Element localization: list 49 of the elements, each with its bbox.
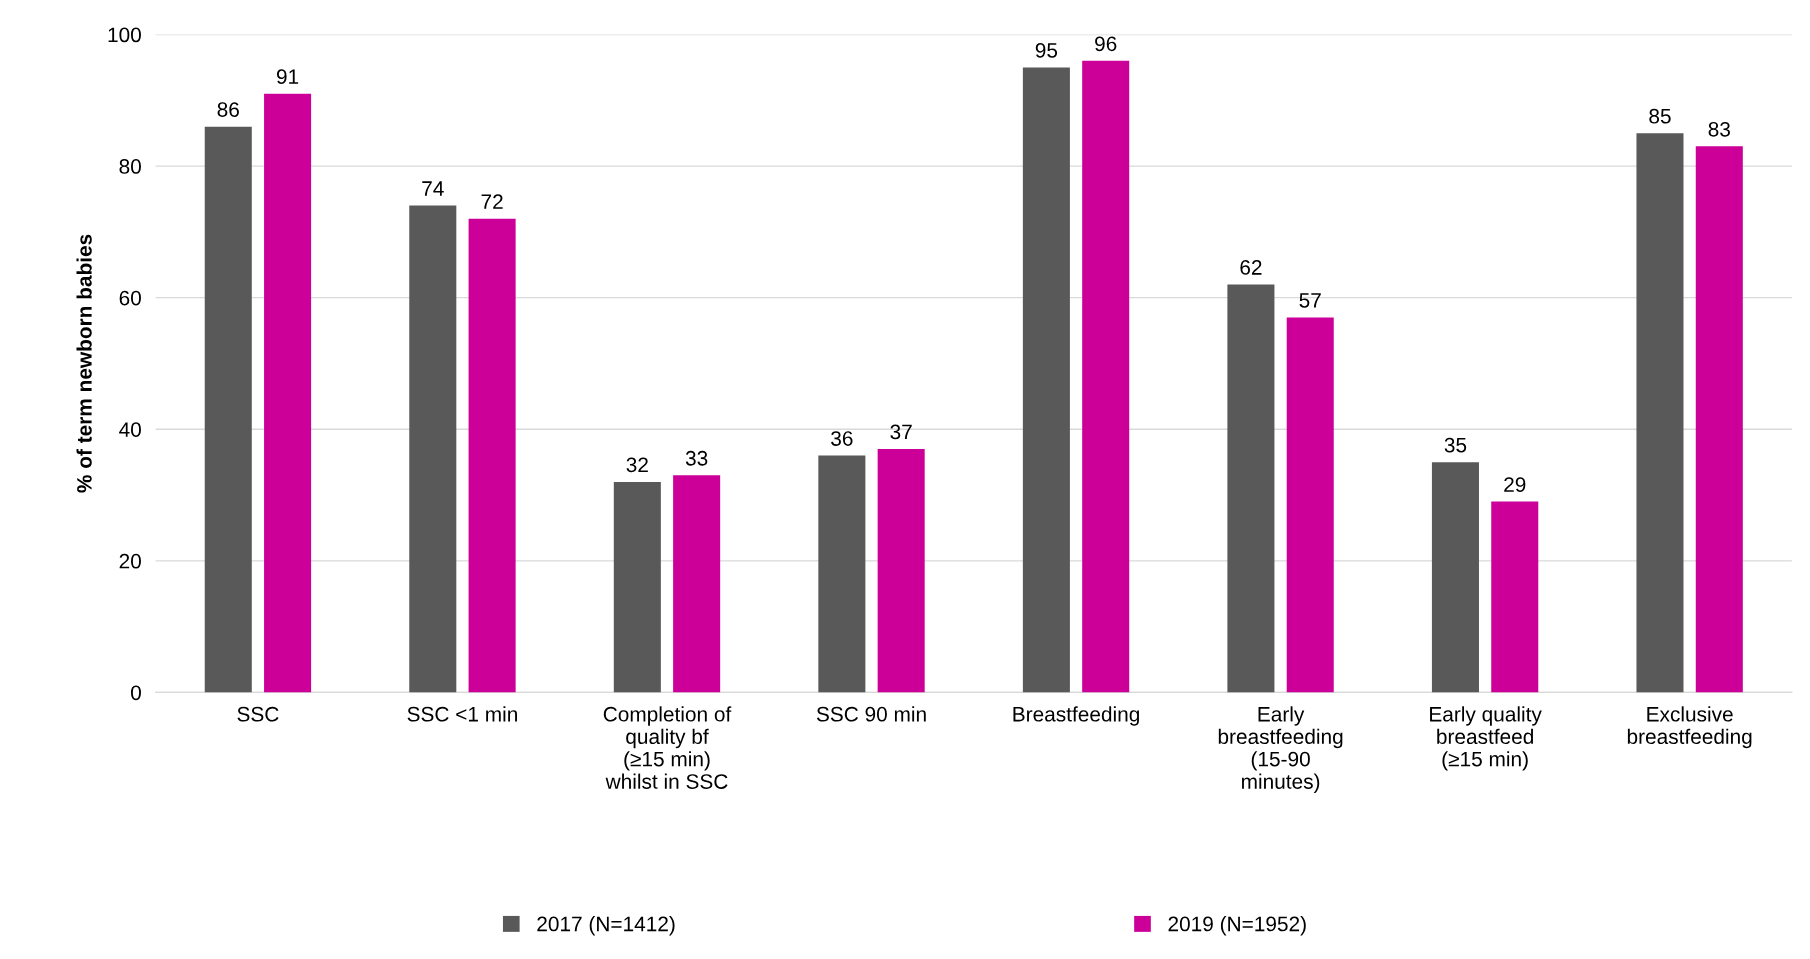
bar — [1695, 146, 1743, 693]
y-tick-label: 20 — [119, 553, 141, 569]
data-label: 35 — [1444, 437, 1467, 453]
bar — [818, 455, 866, 693]
data-label: 96 — [1095, 36, 1117, 52]
bar — [1227, 284, 1275, 693]
bar — [1491, 501, 1539, 693]
bar — [1636, 133, 1684, 693]
y-tick-label: 0 — [131, 685, 141, 701]
legend-label: 2017 (N=1412) — [537, 916, 675, 936]
bar — [468, 218, 516, 693]
legend-label: 2019 (N=1952) — [1168, 916, 1306, 936]
data-label: 95 — [1035, 42, 1058, 58]
data-label: 29 — [1504, 477, 1526, 492]
y-tick-label: 40 — [119, 422, 141, 437]
data-label: 62 — [1240, 260, 1262, 275]
x-tick-label: SSC <1 min — [407, 706, 517, 722]
bar — [877, 448, 925, 693]
data-label: 91 — [276, 69, 299, 85]
y-tick-label: 80 — [119, 159, 141, 174]
bar — [613, 481, 661, 693]
data-label: 37 — [890, 424, 912, 440]
data-label: 32 — [626, 457, 648, 473]
data-label: 83 — [1708, 121, 1730, 137]
bar — [1022, 67, 1070, 693]
x-tick-label: Early quality breastfeed (≥15 min) — [1430, 706, 1542, 771]
x-tick-label: SSC 90 min — [816, 706, 926, 722]
data-label: 33 — [685, 450, 708, 466]
bar — [409, 205, 457, 693]
x-tick-label: Exclusive breastfeeding — [1627, 706, 1752, 749]
x-tick-label: SSC — [237, 706, 279, 722]
data-label: 36 — [831, 431, 853, 446]
y-tick-label: 60 — [119, 290, 141, 306]
data-label: 57 — [1299, 293, 1321, 308]
bar — [264, 93, 312, 693]
bar — [1082, 60, 1130, 693]
y-axis-title: % of term newborn babies — [76, 234, 92, 493]
bar — [673, 475, 721, 693]
data-label: 74 — [422, 181, 444, 196]
bar — [1431, 462, 1479, 693]
bar — [1286, 317, 1334, 693]
data-label: 72 — [481, 194, 503, 209]
x-tick-label: Early breastfeeding (15-90 minutes) — [1218, 706, 1343, 794]
x-tick-label: Breastfeeding — [1013, 706, 1139, 726]
bar — [204, 126, 252, 693]
x-tick-label: Completion of quality bf (≥15 min) whilst in SSC — [603, 706, 732, 789]
y-tick-label: 100 — [108, 27, 141, 43]
data-label: 86 — [217, 102, 239, 117]
data-label: 85 — [1649, 108, 1671, 124]
